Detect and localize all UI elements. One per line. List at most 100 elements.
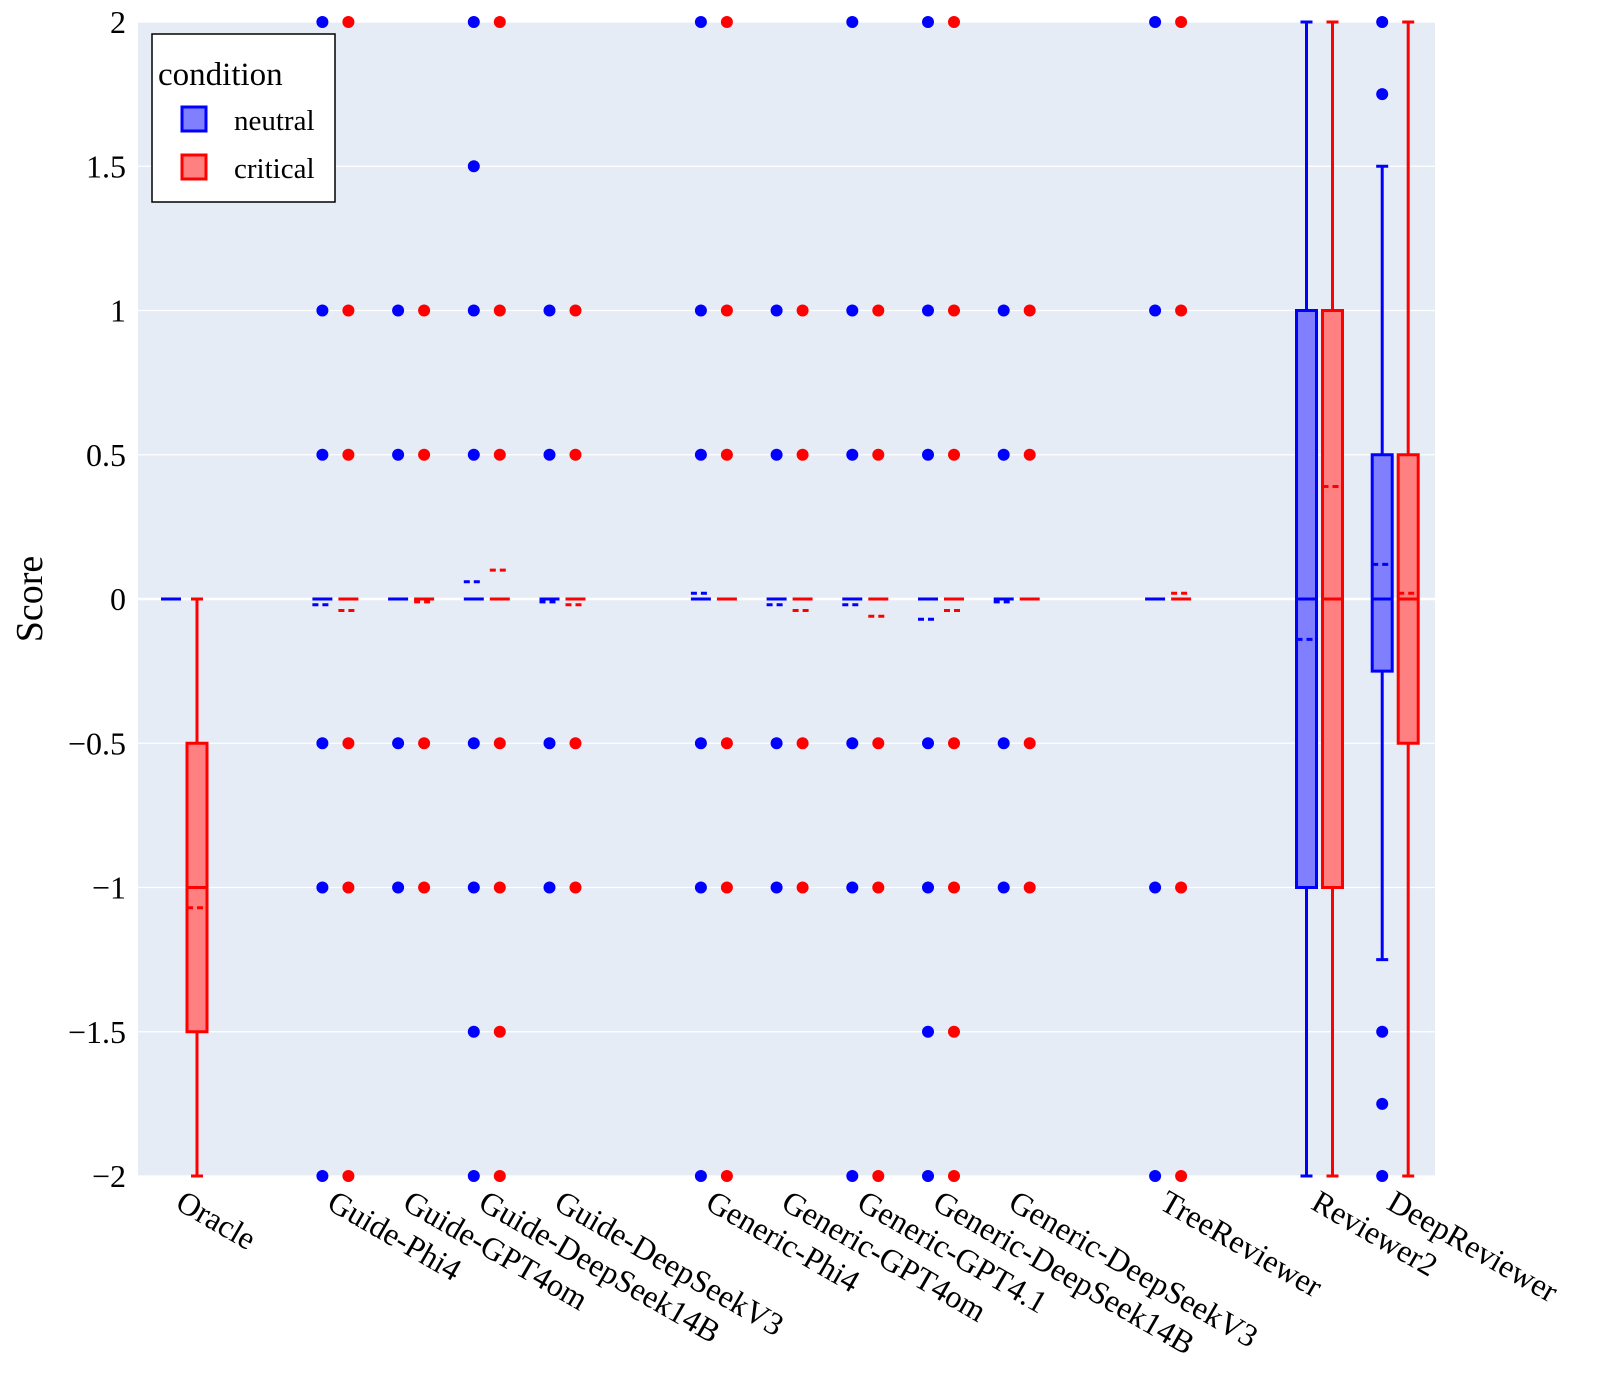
outlier-point [770,881,783,894]
outlier-point [948,1025,960,1038]
legend: condition neutral critical [151,33,336,203]
outlier-point [997,881,1010,894]
box-neutral-Generic-Phi4 [690,16,711,1182]
legend-label-critical: critical [234,153,315,185]
box-neutral-Generic-DeepSeekV3 [993,304,1014,894]
outlier-point [493,1170,506,1182]
outlier-point [720,304,733,317]
outlier-point [720,16,733,28]
outlier-point [342,16,355,28]
y-tick-label: −2 [92,1158,126,1194]
box-neutral-TreeReviewer [1145,16,1166,1182]
outlier-point [694,304,707,317]
outlier-point [418,881,431,894]
outlier-point [392,304,405,317]
outlier-point [569,737,582,750]
outlier-point [846,16,859,28]
outlier-point [1175,304,1188,317]
legend-swatch-critical [180,153,208,181]
y-tick-label: 0 [110,581,126,617]
outlier-point [796,448,809,461]
outlier-point [872,448,885,461]
y-tick-label: 1 [110,293,126,329]
outlier-point [493,16,506,28]
box-neutral-Generic-GPT4.1 [842,16,863,1182]
box-neutral-Reviewer2 [1295,20,1318,1178]
outlier-point [467,16,480,28]
outlier-point [467,1170,480,1182]
outlier-point [846,881,859,894]
outlier-point [1023,881,1036,894]
outlier-point [493,737,506,750]
outlier-point [392,881,405,894]
box-neutral-Guide-DeepSeekV3 [539,304,560,894]
outlier-point [418,448,431,461]
outlier-point [493,1025,506,1038]
y-tick-label: −1 [92,870,126,906]
outlier-point [1376,1097,1389,1110]
outlier-point [720,881,733,894]
box-neutral-Generic-DeepSeek14B [918,16,938,1182]
outlier-point [467,304,480,317]
outlier-point [493,304,506,317]
outlier-point [467,881,480,894]
box-critical-Generic-DeepSeek14B [944,16,964,1182]
outlier-point [569,881,582,894]
outlier-point [770,304,783,317]
outlier-point [948,881,960,894]
box-critical-DeepReviewer [1396,20,1420,1178]
y-tick-label: 0.5 [86,437,126,473]
legend-title: condition [158,57,283,93]
outlier-point [720,448,733,461]
outlier-point [770,448,783,461]
outlier-point [846,304,859,317]
outlier-point [948,737,960,750]
outlier-point [694,448,707,461]
y-tick-label: 1.5 [86,148,126,184]
box-neutral-DeepReviewer [1370,16,1394,1182]
outlier-point [922,1025,934,1038]
outlier-point [1149,881,1162,894]
outlier-point [467,160,480,173]
outlier-point [1175,881,1188,894]
box-critical-Guide-GPT4om [414,304,435,894]
series-critical [185,16,1420,1182]
outlier-point [796,304,809,317]
outlier-point [543,881,556,894]
outlier-point [1376,1025,1389,1038]
x-axis: Oracle Guide-Phi4Guide-GPT4omGuide-DeepSe… [171,1183,1565,1362]
box-series [161,16,1420,1182]
outlier-point [948,1170,960,1182]
outlier-point [720,1170,733,1182]
outlier-point [948,304,960,317]
x-tick-label: Oracle [171,1183,263,1257]
box-critical-Reviewer2 [1321,20,1344,1178]
box-critical-Generic-DeepSeekV3 [1019,304,1040,894]
outlier-point [1023,304,1036,317]
outlier-point [1376,16,1389,28]
y-axis: 2 1.5 1 0.5 0 −0.5 −1 −1.5 −2 [68,4,126,1194]
outlier-point [342,304,355,317]
outlier-point [342,881,355,894]
outlier-point [316,304,329,317]
outlier-point [1175,16,1188,28]
outlier-point [392,448,405,461]
outlier-point [796,737,809,750]
y-tick-label: −1.5 [68,1014,126,1050]
box-critical-Guide-DeepSeekV3 [565,304,586,894]
box-neutral-Guide-GPT4om [388,304,409,894]
outlier-point [493,448,506,461]
outlier-point [1376,88,1389,101]
outlier-point [922,881,934,894]
outlier-point [694,1170,707,1182]
outlier-point [922,1170,934,1182]
outlier-point [846,448,859,461]
outlier-point [543,304,556,317]
outlier-point [569,448,582,461]
box-critical-TreeReviewer [1171,16,1192,1182]
outlier-point [872,1170,885,1182]
outlier-point [846,737,859,750]
outlier-point [1149,304,1162,317]
box-critical-Guide-DeepSeek14B [489,16,510,1182]
outlier-point [922,737,934,750]
